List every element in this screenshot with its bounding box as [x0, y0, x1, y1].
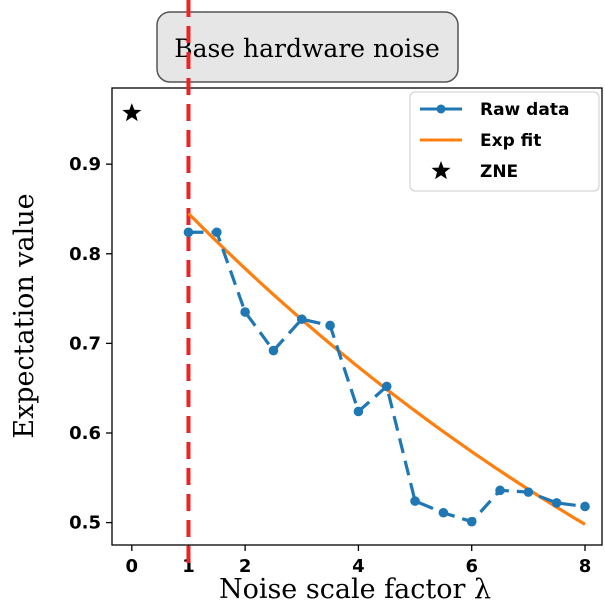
x-tick-label: 1 — [182, 556, 195, 577]
raw-data-point — [296, 314, 307, 324]
legend-frame — [409, 91, 600, 192]
y-tick-label: 0.6 — [69, 423, 101, 444]
callout-text: Base hardware noise — [174, 34, 440, 63]
x-tick-label: 4 — [352, 556, 365, 577]
legend-label-zne: ZNE — [480, 162, 518, 182]
plot-area — [111, 87, 603, 546]
callout-box-background — [156, 11, 459, 83]
legend-label-raw-data: Raw data — [480, 100, 569, 120]
raw-data-point — [211, 227, 222, 238]
x-tick-label: 8 — [579, 556, 592, 577]
raw-data-point — [466, 516, 477, 527]
callout-box: Base hardware noise — [156, 11, 459, 83]
legend: Raw data Exp fit ZNE — [409, 91, 600, 192]
raw-data-point — [410, 496, 420, 506]
legend-marker-zne — [431, 161, 451, 180]
x-axis-label: Noise scale factor λ — [219, 574, 491, 605]
raw-data-point — [353, 406, 364, 417]
legend-marker-raw-data — [436, 104, 446, 114]
x-tick-label: 0 — [126, 556, 139, 577]
legend-label-exp-fit: Exp fit — [480, 131, 541, 151]
raw-data-point — [438, 507, 449, 518]
raw-data-point — [551, 498, 562, 508]
y-tick-label: 0.9 — [69, 154, 101, 175]
x-axis-ticks: 0 1 2 4 6 8 — [126, 545, 592, 577]
exp-fit-line — [187, 212, 586, 526]
y-tick-label: 0.5 — [69, 513, 101, 534]
y-tick-label: 0.7 — [69, 333, 101, 354]
raw-data-point — [325, 320, 335, 331]
y-axis-label: Expectation value — [9, 193, 40, 438]
raw-data-point — [381, 381, 392, 392]
raw-data-line — [188, 230, 586, 524]
y-tick-label: 0.8 — [69, 244, 101, 265]
raw-data-point — [268, 345, 279, 356]
series-layer — [122, 0, 590, 569]
raw-data-point — [580, 501, 590, 512]
raw-data-point — [183, 227, 194, 238]
x-tick-label: 6 — [465, 556, 478, 577]
y-axis-ticks: 0.5 0.6 0.7 0.8 0.9 — [69, 154, 112, 534]
raw-data-point — [523, 487, 534, 497]
raw-data-point — [240, 307, 250, 317]
x-tick-label: 2 — [239, 556, 252, 577]
zne-point — [122, 103, 142, 122]
raw-data-point — [495, 485, 505, 496]
